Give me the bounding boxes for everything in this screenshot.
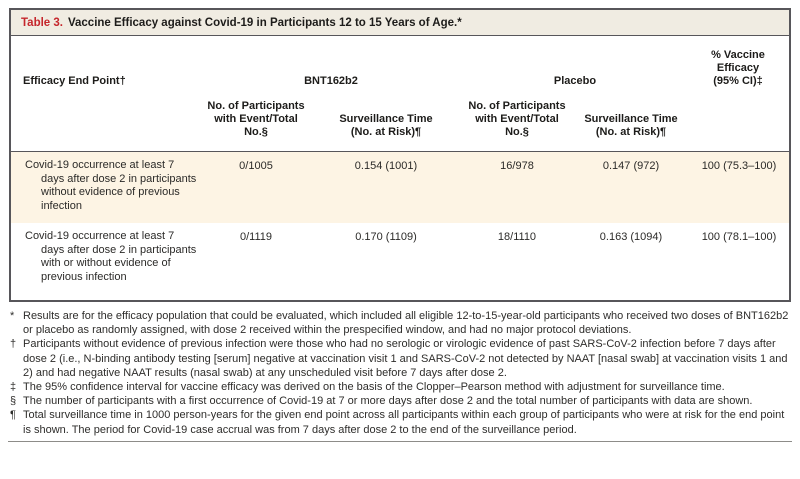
column-header-bnt-surveillance: Surveillance Time (No. at Risk)¶ — [339, 113, 433, 138]
footnotes: * Results are for the efficacy population… — [10, 309, 790, 437]
endpoint-cell: Covid-19 occurrence at least 7 days afte… — [25, 159, 197, 212]
footnote-text: Results are for the efficacy population … — [23, 310, 789, 337]
column-group-bnt162b2: BNT162b2 — [304, 75, 358, 87]
table-number: Table 3. — [21, 17, 63, 29]
footnote-symbol: * — [10, 310, 15, 322]
placebo-events-cell: 16/978 — [500, 160, 534, 172]
table-header: Efficacy End Point† BNT162b2 Placebo % V… — [11, 36, 789, 152]
footnote-dagger: † Participants without evidence of previo… — [10, 337, 790, 380]
column-header-endpoint: Efficacy End Point† — [23, 75, 126, 87]
table-box: Table 3. Vaccine Efficacy against Covid-1… — [9, 8, 791, 302]
column-header-bnt-participants: No. of Participants with Event/Total No.… — [207, 100, 305, 138]
column-header-placebo-surveillance: Surveillance Time (No. at Risk)¶ — [584, 113, 678, 138]
bnt-surveillance-cell: 0.154 (1001) — [354, 160, 418, 172]
footnote-text: Total surveillance time in 1000 person-y… — [23, 409, 785, 436]
footnote-text: Participants without evidence of previou… — [23, 338, 788, 379]
footnote-symbol: ¶ — [10, 409, 16, 422]
footnote-double-dagger: ‡ The 95% confidence interval for vaccine… — [10, 380, 790, 394]
placebo-events-cell: 18/1110 — [497, 231, 537, 243]
table-title-bar: Table 3. Vaccine Efficacy against Covid-1… — [11, 10, 789, 36]
footnote-text: The 95% confidence interval for vaccine … — [23, 381, 725, 394]
bnt-events-cell: 0/1005 — [239, 160, 273, 172]
footnote-symbol: § — [10, 395, 17, 408]
footnote-pilcrow: ¶ Total surveillance time in 1000 person-… — [10, 408, 790, 436]
column-group-placebo: Placebo — [553, 75, 597, 87]
footnote-asterisk: * Results are for the efficacy population… — [10, 309, 790, 337]
footnote-text: The number of participants with a first … — [23, 395, 753, 408]
placebo-surveillance-cell: 0.147 (972) — [602, 160, 660, 172]
bnt-events-cell: 0/1119 — [239, 231, 272, 243]
table-row-with-or-without-prior-infection: Covid-19 occurrence at least 7 days afte… — [11, 223, 789, 300]
footnote-symbol: † — [10, 338, 17, 351]
placebo-surveillance-cell: 0.163 (1094) — [599, 231, 663, 243]
table-row-without-prior-infection: Covid-19 occurrence at least 7 days afte… — [11, 152, 789, 223]
column-header-placebo-participants: No. of Participants with Event/Total No.… — [468, 100, 566, 138]
table-title-text: Vaccine Efficacy against Covid-19 in Par… — [67, 17, 462, 29]
bottom-divider — [8, 440, 792, 442]
vaccine-efficacy-cell: 100 (78.1–100) — [701, 231, 777, 243]
bnt-surveillance-cell: 0.170 (1109) — [355, 231, 417, 243]
endpoint-cell: Covid-19 occurrence at least 7 days afte… — [25, 230, 197, 283]
vaccine-efficacy-cell: 100 (75.3–100) — [701, 160, 777, 172]
column-header-vaccine-efficacy: % Vaccine Efficacy (95% CI)‡ — [711, 49, 765, 87]
footnote-symbol: ‡ — [10, 381, 17, 394]
footnote-section: § The number of participants with a first… — [10, 394, 790, 408]
